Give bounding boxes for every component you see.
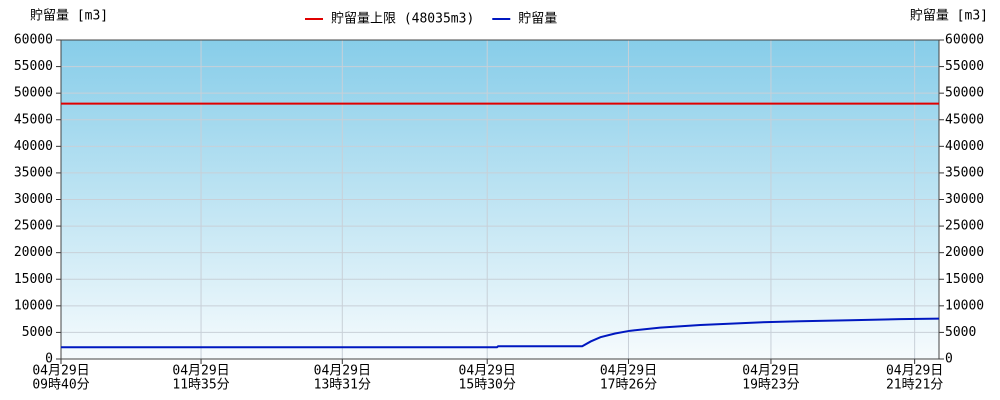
x-tick-label: 11時35分 xyxy=(172,378,229,393)
y-tick-label: 0 xyxy=(45,352,53,367)
y-tick-label: 60000 xyxy=(14,33,53,48)
plot-border xyxy=(60,39,940,360)
y-tick-label: 15000 xyxy=(14,272,53,287)
y-tick-label: 50000 xyxy=(14,86,53,101)
y2-tick-label: 55000 xyxy=(945,59,984,74)
y2-tick-label: 30000 xyxy=(945,192,984,207)
x-tick-label: 04月29日 xyxy=(886,364,943,379)
y2-tick-label: 50000 xyxy=(945,86,984,101)
x-tick-label: 19時23分 xyxy=(742,378,799,393)
x-tick-label: 04月29日 xyxy=(459,364,516,379)
y-tick-label: 5000 xyxy=(22,325,53,340)
y-tick-label: 20000 xyxy=(14,245,53,260)
y2-axis-title: 貯留量 [m3] xyxy=(910,9,988,24)
y-tick-label: 40000 xyxy=(14,139,53,154)
y2-tick-label: 20000 xyxy=(945,245,984,260)
y2-tick-label: 40000 xyxy=(945,139,984,154)
x-tick-label: 15時30分 xyxy=(459,378,516,393)
series-line xyxy=(61,317,940,349)
legend-label: 貯留量 xyxy=(518,12,557,27)
y2-tick-label: 5000 xyxy=(945,325,976,340)
y2-tick-label: 45000 xyxy=(945,112,984,127)
y2-tick-label: 10000 xyxy=(945,298,984,313)
y-tick-label: 30000 xyxy=(14,192,53,207)
y-tick-label: 25000 xyxy=(14,219,53,234)
y2-tick-label: 25000 xyxy=(945,219,984,234)
y-tick-label: 55000 xyxy=(14,59,53,74)
x-tick-label: 09時40分 xyxy=(32,378,89,393)
y2-tick-label: 35000 xyxy=(945,165,984,180)
legend-label: 貯留量上限 (48035m3) xyxy=(331,12,474,27)
y-tick-label: 10000 xyxy=(14,298,53,313)
x-tick-label: 04月29日 xyxy=(32,364,89,379)
y2-tick-label: 60000 xyxy=(945,33,984,48)
x-tick-label: 13時31分 xyxy=(314,378,371,393)
x-tick-label: 21時21分 xyxy=(886,378,943,393)
y-tick-label: 45000 xyxy=(14,112,53,127)
x-tick-label: 04月29日 xyxy=(742,364,799,379)
y-axis-title: 貯留量 [m3] xyxy=(30,9,108,24)
x-tick-label: 04月29日 xyxy=(600,364,657,379)
y2-tick-label: 0 xyxy=(945,352,953,367)
x-tick-label: 04月29日 xyxy=(314,364,371,379)
x-tick-label: 04月29日 xyxy=(172,364,229,379)
x-tick-label: 17時26分 xyxy=(600,378,657,393)
y2-tick-label: 15000 xyxy=(945,272,984,287)
y-tick-label: 35000 xyxy=(14,165,53,180)
